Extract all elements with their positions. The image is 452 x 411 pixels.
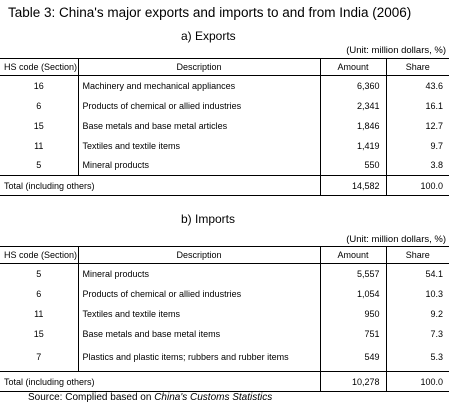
hs-code: 7 [0, 343, 79, 372]
hs-code: 6 [0, 283, 79, 304]
description: Mineral products [78, 155, 321, 176]
share: 43.6 [425, 80, 443, 91]
table-row: 5 Mineral products 5,557 54.1 [0, 263, 449, 284]
amount: 950 [320, 303, 387, 324]
share: 12.7 [425, 120, 443, 131]
share: 3.8 [430, 160, 443, 171]
share: 9.2 [430, 308, 443, 319]
share: 5.3 [430, 352, 443, 363]
header-description: Description [78, 58, 321, 76]
share: 9.7 [430, 140, 443, 151]
amount: 1,846 [320, 115, 387, 136]
description: Textiles and textile items [78, 135, 321, 156]
hs-code: 6 [0, 95, 79, 116]
hs-code: 15 [0, 115, 79, 136]
imports-subtitle: b) Imports [181, 212, 236, 226]
description: Base metals and base metal items [78, 323, 321, 344]
description: Products of chemical or allied industrie… [78, 95, 321, 116]
amount: 1,054 [320, 283, 387, 304]
total-amount: 10,278 [320, 371, 387, 392]
header-hs-code: HS code (Section) [0, 246, 79, 264]
hs-code: 5 [0, 263, 79, 284]
amount: 550 [320, 155, 387, 176]
share: 54.1 [425, 268, 443, 279]
total-amount: 14,582 [320, 175, 387, 196]
hs-code: 16 [0, 75, 79, 96]
amount: 5,557 [320, 263, 387, 284]
share: 7.3 [430, 328, 443, 339]
source-prefix: Source: Complied based on [28, 392, 155, 403]
table-title: Table 3: China's major exports and impor… [8, 5, 412, 20]
imports-table: HS code (Section) Description Amount Sha… [0, 246, 449, 392]
table-row: 16 Machinery and mechanical appliances 6… [0, 75, 449, 96]
table-row: 5 Mineral products 550 3.8 [0, 155, 449, 176]
table-row: 15 Base metals and base metal items 751 … [0, 323, 449, 344]
description: Textiles and textile items [78, 303, 321, 324]
total-share: 100.0 [386, 175, 449, 196]
description: Machinery and mechanical appliances [78, 75, 321, 96]
header-hs-code: HS code (Section) [0, 58, 79, 76]
hs-code: 5 [0, 155, 79, 176]
exports-unit: (Unit: million dollars, %) [346, 45, 446, 56]
table-row: 11 Textiles and textile items 950 9.2 [0, 303, 449, 324]
imports-total-row: Total (including others) 10,278 100.0 [0, 371, 449, 392]
table-row: 15 Base metals and base metal articles 1… [0, 115, 449, 136]
exports-header-row: HS code (Section) Description Amount Sha… [0, 58, 449, 76]
description: Mineral products [78, 263, 321, 284]
amount: 1,419 [320, 135, 387, 156]
table-row: 6 Products of chemical or allied industr… [0, 283, 449, 304]
total-share: 100.0 [386, 371, 449, 392]
amount: 6,360 [320, 75, 387, 96]
table-row: 6 Products of chemical or allied industr… [0, 95, 449, 116]
table-row: 7 Plastics and plastic items; rubbers an… [0, 343, 449, 372]
description: Products of chemical or allied industrie… [78, 283, 321, 304]
exports-subtitle: a) Exports [181, 29, 236, 43]
hs-code: 15 [0, 323, 79, 344]
imports-header-row: HS code (Section) Description Amount Sha… [0, 246, 449, 264]
imports-unit: (Unit: million dollars, %) [346, 234, 446, 245]
hs-code: 11 [0, 135, 79, 156]
share: 10.3 [425, 288, 443, 299]
hs-code: 11 [0, 303, 79, 324]
description: Plastics and plastic items; rubbers and … [78, 343, 321, 372]
source-publication: China's Customs Statistics [154, 392, 273, 403]
share: 16.1 [425, 100, 443, 111]
amount: 751 [320, 323, 387, 344]
total-label: Total (including others) [0, 371, 321, 392]
table-row: 11 Textiles and textile items 1,419 9.7 [0, 135, 449, 156]
source-note: Source: Complied based on China's Custom… [28, 392, 272, 403]
exports-total-row: Total (including others) 14,582 100.0 [0, 175, 449, 196]
total-label: Total (including others) [0, 175, 321, 196]
header-share: Share [386, 246, 449, 264]
description: Base metals and base metal articles [78, 115, 321, 136]
amount: 2,341 [320, 95, 387, 116]
exports-table: HS code (Section) Description Amount Sha… [0, 58, 449, 196]
header-description: Description [78, 246, 321, 264]
header-amount: Amount [320, 246, 387, 264]
header-amount: Amount [320, 58, 387, 76]
header-share: Share [386, 58, 449, 76]
amount: 549 [320, 343, 387, 372]
